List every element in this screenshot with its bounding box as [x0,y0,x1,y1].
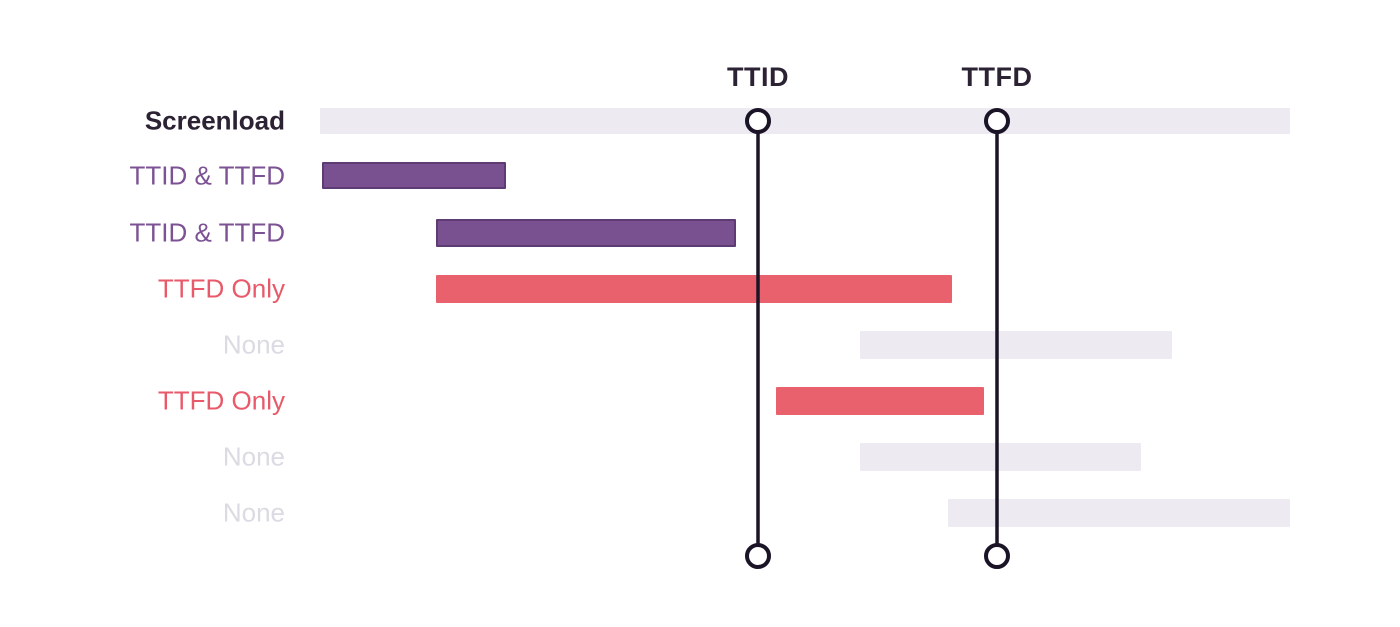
ttfd-marker-label: TTFD [961,62,1033,92]
ttfd-bottom-circle [984,543,1010,569]
row-label-5: TTFD Only [157,385,285,416]
row-bar-6-track [860,443,1141,471]
row-bar-3-red [436,275,952,303]
row-bar-1-purple [322,162,506,189]
row-bar-4-track [860,331,1172,359]
row-label-4: None [222,329,285,360]
row-label-2: TTID & TTFD [129,217,285,248]
row-bar-0-track [320,108,1290,134]
row-label-6: None [222,441,285,472]
row-bar-7-track [948,499,1290,527]
row-bar-5-red [776,387,984,415]
row-bar-2-purple [436,219,736,247]
row-label-3: TTFD Only [157,273,285,304]
row-label-1: TTID & TTFD [129,160,285,190]
ttid-marker-label: TTID [727,62,789,92]
row-label-0: Screenload [144,105,285,136]
row-label-7: None [222,497,285,528]
ttid-bottom-circle [745,543,771,569]
